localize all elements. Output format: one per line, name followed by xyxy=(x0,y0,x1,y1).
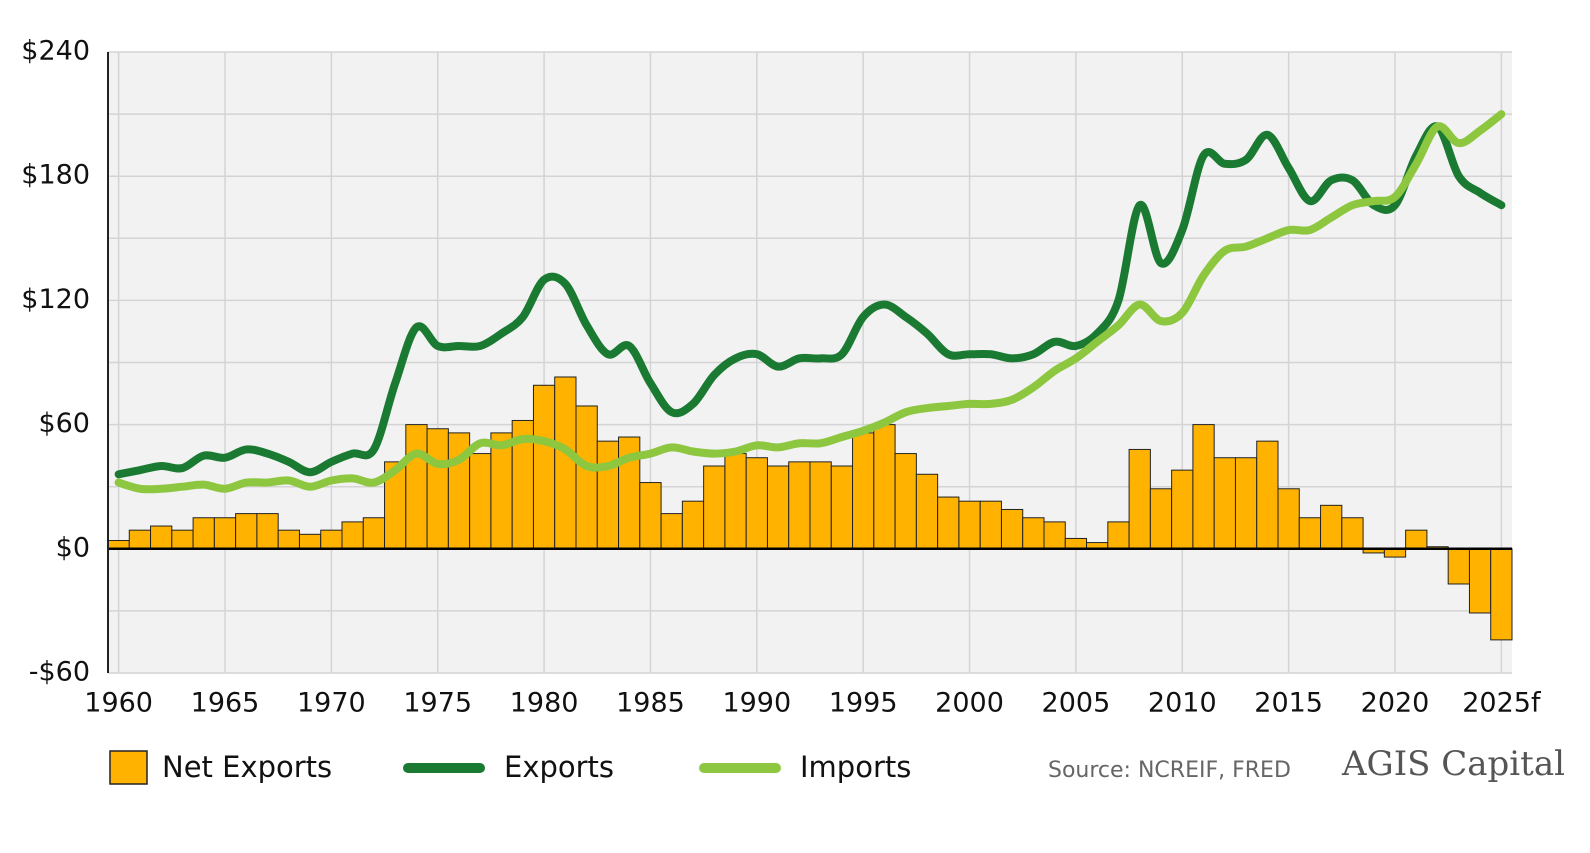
bar xyxy=(1341,517,1364,550)
bar xyxy=(703,465,726,550)
bar xyxy=(1171,469,1194,550)
bar xyxy=(1277,488,1300,550)
source-note: Source: NCREIF, FRED xyxy=(1048,758,1291,783)
line xyxy=(114,110,1506,494)
legend-swatch xyxy=(109,750,148,785)
legend-label: Net Exports xyxy=(162,750,332,784)
x-tick-label: 1975 xyxy=(403,688,472,719)
y-tick-label: $0 xyxy=(56,532,90,563)
bar xyxy=(1447,548,1470,585)
x-tick-label: 2025f xyxy=(1462,688,1542,719)
bar xyxy=(1468,548,1492,614)
bar xyxy=(873,424,896,550)
bar xyxy=(1234,457,1258,550)
bar xyxy=(1064,537,1088,550)
bar xyxy=(575,405,598,550)
x-tick-label: 1960 xyxy=(84,688,153,719)
bar xyxy=(1022,517,1045,550)
legend-label: Exports xyxy=(504,750,614,784)
x-tick-label: 1995 xyxy=(829,688,898,719)
bar xyxy=(1192,424,1215,550)
x-tick-label: 1990 xyxy=(722,688,791,719)
bar xyxy=(362,517,386,550)
bar xyxy=(256,513,279,550)
x-tick-label: 2015 xyxy=(1254,688,1323,719)
bar xyxy=(150,525,173,550)
bar xyxy=(852,432,875,550)
x-tick-label: 2005 xyxy=(1042,688,1111,719)
x-tick-label: 1980 xyxy=(510,688,579,719)
bar xyxy=(1213,457,1236,550)
bar xyxy=(1405,529,1428,550)
line xyxy=(114,122,1506,479)
bar xyxy=(788,461,811,550)
bar xyxy=(1320,504,1343,550)
bar xyxy=(277,529,300,550)
legend-label: Imports xyxy=(800,750,911,784)
bar xyxy=(958,500,981,550)
x-tick-label: 1970 xyxy=(297,688,366,719)
x-tick-label: 2020 xyxy=(1361,688,1430,719)
y-tick-label: $120 xyxy=(21,284,90,315)
bar xyxy=(1490,548,1513,641)
x-tick-label: 1965 xyxy=(191,688,260,719)
bar xyxy=(426,428,449,550)
bar xyxy=(724,453,747,550)
bar xyxy=(320,529,343,550)
bar xyxy=(1149,488,1173,550)
y-tick-label: $180 xyxy=(21,160,90,191)
bar xyxy=(171,529,194,550)
bar xyxy=(192,517,215,550)
bar xyxy=(341,521,364,550)
bar xyxy=(1043,521,1066,550)
y-tick-label: $60 xyxy=(38,408,90,439)
bar xyxy=(639,482,662,550)
bar xyxy=(937,496,960,550)
logo: AGIS Capital xyxy=(1341,744,1565,784)
bar xyxy=(894,453,917,550)
bar xyxy=(830,465,854,550)
bar xyxy=(745,457,768,550)
bar xyxy=(1107,521,1130,550)
bar xyxy=(532,384,556,550)
bar xyxy=(1256,440,1279,550)
y-tick-label: -$60 xyxy=(29,657,90,688)
bar xyxy=(1128,448,1151,550)
bar xyxy=(660,513,683,550)
bar xyxy=(298,533,322,550)
bar xyxy=(681,500,705,550)
bar xyxy=(809,461,832,550)
bar xyxy=(596,440,620,550)
x-tick-label: 2000 xyxy=(935,688,1004,719)
x-tick-label: 2010 xyxy=(1148,688,1217,719)
bar xyxy=(128,529,152,550)
y-tick-label: $240 xyxy=(21,36,90,67)
bar xyxy=(766,465,790,550)
bar xyxy=(554,376,577,550)
bar xyxy=(235,513,258,550)
bar xyxy=(469,453,492,550)
bar xyxy=(405,424,428,550)
bar xyxy=(1000,508,1024,550)
bar xyxy=(1298,517,1322,550)
bar xyxy=(213,517,237,550)
bar xyxy=(490,432,513,550)
x-tick-label: 1985 xyxy=(616,688,685,719)
bar xyxy=(979,500,1002,550)
bar xyxy=(915,473,939,550)
